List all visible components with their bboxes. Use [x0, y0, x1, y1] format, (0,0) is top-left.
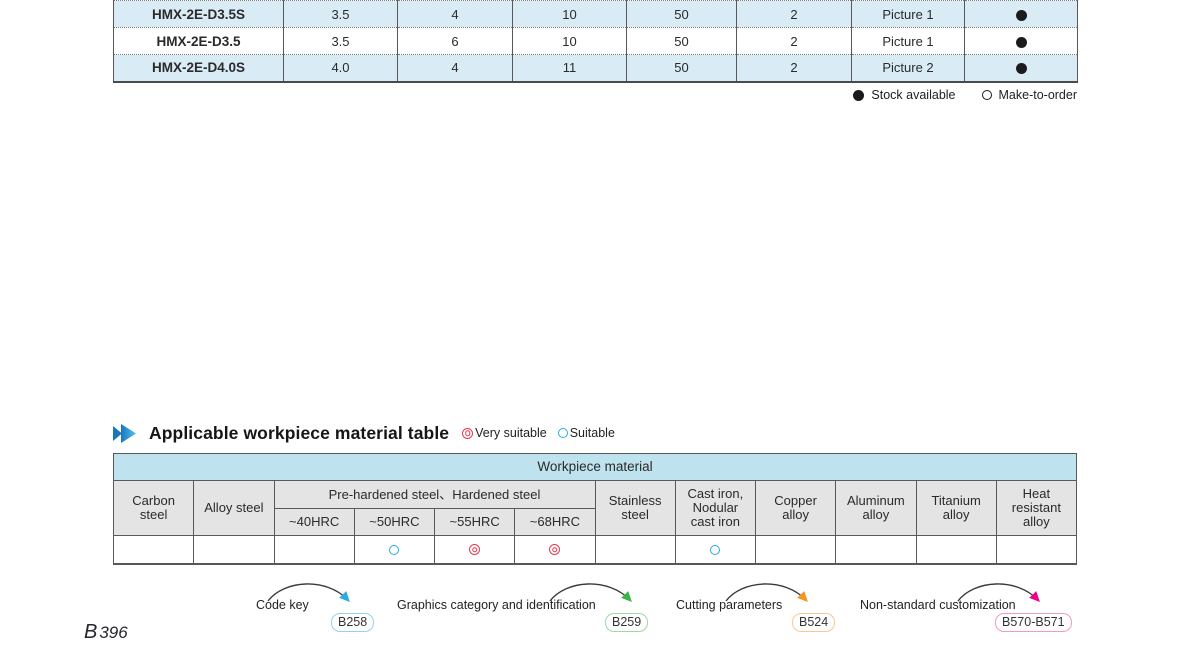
- col-header-cast-iron: Cast iron, Nodular cast iron: [674, 480, 757, 536]
- rating-cell: [353, 535, 436, 564]
- col-header-50hrc: ~50HRC: [353, 508, 436, 536]
- curved-arrow-icon: [546, 577, 642, 613]
- very-suitable-legend-item: Very suitable: [462, 426, 547, 440]
- very-suitable-icon: [469, 544, 481, 556]
- table-row: HMX-2E-D3.5 3.5 6 10 50 2 Picture 1: [113, 27, 1078, 55]
- model-cell: HMX-2E-D4.0S: [113, 54, 284, 82]
- rating-cell: [112, 535, 195, 564]
- rating-cell: [674, 535, 757, 564]
- section-title: Applicable workpiece material table: [149, 422, 450, 443]
- stock-available-label: Stock available: [871, 88, 956, 102]
- value-cell: Picture 1: [851, 0, 965, 28]
- reference-label: Non-standard customization: [860, 598, 1016, 612]
- rating-cell: [915, 535, 997, 564]
- value-cell: 3.5: [283, 0, 398, 28]
- rating-cell: [514, 535, 596, 564]
- rating-cell: [835, 535, 917, 564]
- rating-cell: [433, 535, 516, 564]
- value-cell: 10: [512, 27, 627, 55]
- col-header-carbon-steel: Carbon steel: [112, 480, 195, 536]
- col-header-68hrc: ~68HRC: [514, 508, 596, 536]
- value-cell: 10: [512, 0, 627, 28]
- value-cell: Picture 1: [851, 27, 965, 55]
- stock-available-icon: [1015, 36, 1027, 48]
- col-group-hardened-steel: Pre-hardened steel、Hardened steel: [273, 480, 596, 509]
- page-number: B 396: [84, 621, 128, 644]
- value-cell: 4: [397, 54, 513, 82]
- value-cell: 50: [626, 54, 737, 82]
- suitable-icon: [557, 428, 568, 438]
- reference-label: Cutting parameters: [676, 598, 783, 612]
- rating-cell: [193, 535, 275, 564]
- col-header-55hrc: ~55HRC: [433, 508, 516, 536]
- curved-arrow-icon: [722, 577, 818, 613]
- value-cell: 50: [626, 0, 737, 28]
- col-header-aluminum-alloy: Aluminum alloy: [835, 480, 917, 536]
- workpiece-table-title: Workpiece material: [113, 453, 1077, 481]
- rating-cell: [754, 535, 837, 564]
- workpiece-material-table: Workpiece material Carbon steel Alloy st…: [112, 453, 1078, 565]
- stock-legend: Stock available Make-to-order: [853, 87, 1077, 103]
- col-header-stainless-steel: Stainless steel: [594, 480, 676, 536]
- product-table: HMX-2E-D3.5S 3.5 4 10 50 2 Picture 1 HMX-2E-D3.…: [113, 0, 1078, 83]
- curved-arrow-icon: [954, 577, 1050, 613]
- stock-available-icon: [1015, 63, 1027, 75]
- value-cell: 50: [626, 27, 737, 55]
- value-cell: 6: [397, 27, 513, 55]
- value-cell: 4: [397, 0, 513, 28]
- model-cell: HMX-2E-D3.5: [113, 27, 284, 55]
- stock-cell: [964, 27, 1078, 55]
- rating-cell: [995, 535, 1078, 564]
- reference-label: Graphics category and identification: [397, 598, 596, 612]
- stock-cell: [964, 0, 1078, 28]
- rating-cell: [594, 535, 676, 564]
- curved-arrow-icon: [264, 577, 360, 613]
- suitability-legend: Very suitable Suitable: [462, 426, 615, 440]
- stock-available-icon: [1015, 9, 1027, 21]
- value-cell: 2: [736, 0, 852, 28]
- make-to-order-icon: [981, 90, 992, 100]
- table-row: HMX-2E-D3.5S 3.5 4 10 50 2 Picture 1: [113, 0, 1078, 28]
- page-badge: B524: [792, 613, 836, 632]
- stock-available-icon: [853, 89, 865, 101]
- suitable-icon: [389, 544, 400, 555]
- model-cell: HMX-2E-D3.5S: [113, 0, 284, 28]
- suitable-legend-item: Suitable: [557, 426, 615, 440]
- make-to-order-label: Make-to-order: [998, 88, 1078, 102]
- page-number-value: 396: [99, 623, 128, 642]
- page-badge: B258: [331, 613, 375, 632]
- very-suitable-label: Very suitable: [475, 426, 547, 440]
- stock-cell: [964, 54, 1078, 82]
- value-cell: 11: [512, 54, 627, 82]
- col-header-titanium-alloy: Titanium alloy: [915, 480, 997, 536]
- workpiece-rating-row: [112, 535, 1078, 564]
- value-cell: Picture 2: [851, 54, 965, 82]
- page-badge: B570-B571: [995, 613, 1072, 632]
- table-row: HMX-2E-D4.0S 4.0 4 11 50 2 Picture 2: [113, 54, 1078, 82]
- value-cell: 3.5: [283, 27, 398, 55]
- very-suitable-icon: [549, 544, 561, 556]
- value-cell: 4.0: [283, 54, 398, 82]
- rating-cell: [273, 535, 355, 564]
- reference-links: Code key B258 Graphics category and iden…: [0, 580, 1187, 638]
- reference-label: Code key: [256, 598, 309, 612]
- double-arrow-icon: [113, 423, 136, 443]
- page-badge: B259: [605, 613, 649, 632]
- product-table-body: HMX-2E-D3.5S 3.5 4 10 50 2 Picture 1 HMX-2E-D3.…: [113, 0, 1078, 82]
- col-header-heat-resistant-alloy: Heat resistant alloy: [995, 480, 1078, 536]
- value-cell: 2: [736, 27, 852, 55]
- suitable-icon: [710, 544, 721, 555]
- suitable-label: Suitable: [569, 426, 615, 440]
- very-suitable-icon: [462, 427, 474, 439]
- page-number-prefix: B: [84, 621, 98, 643]
- col-header-copper-alloy: Copper alloy: [754, 480, 837, 536]
- section-header: Applicable workpiece material table Very…: [113, 419, 615, 447]
- col-header-40hrc: ~40HRC: [273, 508, 355, 536]
- col-header-alloy-steel: Alloy steel: [193, 480, 275, 536]
- value-cell: 2: [736, 54, 852, 82]
